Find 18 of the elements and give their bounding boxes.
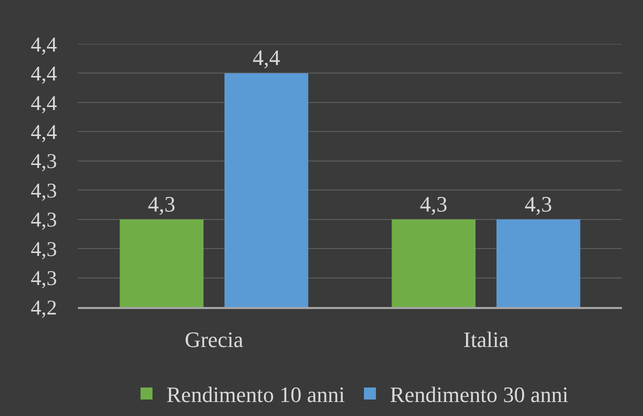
y-tick-label: 4,3 <box>30 178 57 202</box>
x-tick-label: Grecia <box>184 327 244 352</box>
y-tick-label: 4,3 <box>30 208 57 232</box>
y-tick-label: 4,4 <box>30 90 58 115</box>
y-tick-label: 4,4 <box>30 32 58 56</box>
y-tick-label: 4,3 <box>30 236 57 261</box>
y-tick-label: 4,3 <box>30 266 57 290</box>
y-tick-label: 4,4 <box>30 62 58 86</box>
data-label: 4,3 <box>148 191 176 216</box>
data-label: 4,3 <box>420 191 448 216</box>
data-label: 4,4 <box>252 45 280 70</box>
y-tick-label: 4,4 <box>30 120 58 144</box>
legend-label: Rendimento 30 anni <box>390 382 568 408</box>
y-tick-label: 4,2 <box>30 295 57 320</box>
y-tick-label: 4,3 <box>30 149 57 174</box>
data-label: 4,3 <box>524 191 552 216</box>
legend-label: Rendimento 10 anni <box>166 382 345 408</box>
x-tick-label: Italia <box>463 327 509 352</box>
